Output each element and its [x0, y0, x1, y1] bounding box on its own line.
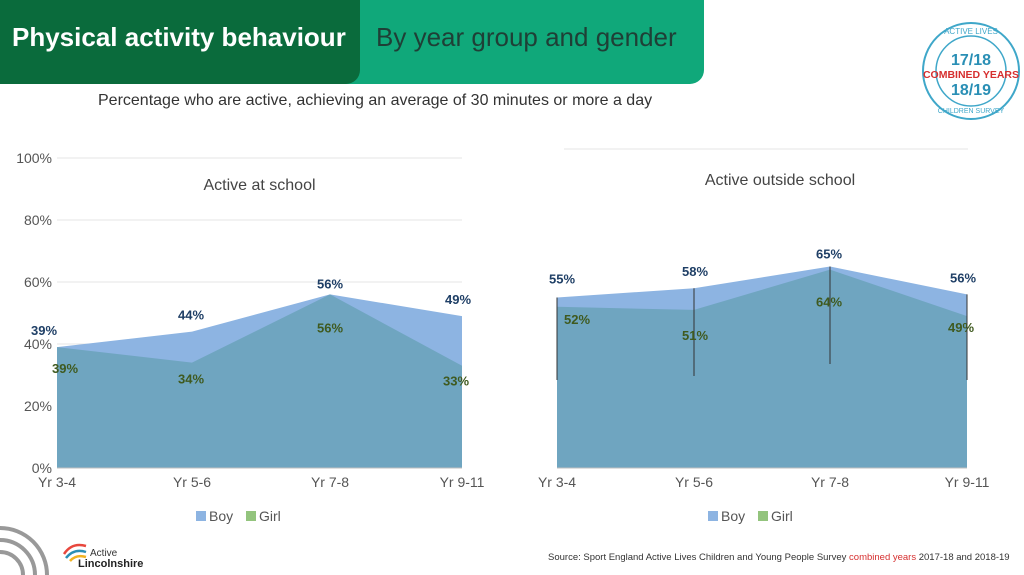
- header-subtitle: By year group and gender: [376, 22, 677, 52]
- logo-swoosh-icon: [62, 543, 87, 562]
- x-tick-label: Yr 9-11: [440, 474, 485, 490]
- y-tick-label: 40%: [24, 336, 52, 352]
- legend-swatch-boy: [196, 511, 206, 521]
- source-note: Source: Sport England Active Lives Child…: [548, 552, 1010, 563]
- chart-active-outside-school: Yr 3-4 Yr 5-6 Yr 7-8 Yr 9-11 Active outside …: [538, 148, 990, 524]
- y-tick-label: 0%: [32, 460, 52, 476]
- logo-line1: Active: [90, 548, 118, 559]
- data-label-boy: 49%: [445, 292, 471, 307]
- area-girl: [557, 269, 967, 468]
- source-highlight: combined years: [849, 552, 917, 563]
- header-subtitle-panel: [340, 0, 704, 84]
- data-label-boy: 65%: [816, 247, 842, 262]
- data-label-boy: 55%: [549, 272, 575, 287]
- data-label-boy: 39%: [31, 323, 57, 338]
- legend-label-girl: Girl: [259, 508, 281, 524]
- y-tick-label: 20%: [24, 398, 52, 414]
- data-label-boy: 56%: [317, 276, 343, 291]
- decorative-arcs-icon: [0, 526, 49, 575]
- legend-label-girl: Girl: [771, 508, 793, 524]
- badge-bottom-text: CHILDREN SURVEY: [938, 108, 1005, 115]
- x-tick-label: Yr 9-11: [945, 474, 990, 490]
- page-subtitle: Percentage who are active, achieving an …: [98, 92, 653, 109]
- active-lincolnshire-logo: Active Lincolnshire: [62, 538, 162, 572]
- y-tick-label: 100%: [16, 150, 52, 166]
- y-tick-label: 60%: [24, 274, 52, 290]
- data-label-girl: 51%: [682, 328, 708, 343]
- badge-top-text: ACTIVE LIVES: [944, 27, 998, 36]
- x-tick-label: Yr 7-8: [811, 474, 849, 490]
- x-tick-label: Yr 7-8: [311, 474, 349, 490]
- legend-swatch-boy: [708, 511, 718, 521]
- x-tick-label: Yr 3-4: [38, 474, 76, 490]
- legend-swatch-girl: [758, 511, 768, 521]
- y-tick-label: 80%: [24, 212, 52, 228]
- x-tick-label: Yr 3-4: [538, 474, 576, 490]
- header-title-panel: Physical activity behaviour: [0, 0, 360, 84]
- x-tick-label: Yr 5-6: [675, 474, 713, 490]
- source-prefix: Source: Sport England Active Lives Child…: [548, 552, 850, 563]
- logo-line2: Lincolnshire: [78, 558, 144, 570]
- source-suffix: 2017-18 and 2018-19: [916, 552, 1010, 563]
- legend-label-boy: Boy: [209, 508, 233, 524]
- legend-label-boy: Boy: [721, 508, 745, 524]
- legend-swatch-girl: [246, 511, 256, 521]
- data-label-girl: 39%: [52, 361, 78, 376]
- badge-year2: 18/19: [951, 82, 991, 99]
- badge-middle: COMBINED YEARS: [923, 69, 1019, 81]
- chart-title: Active at school: [203, 177, 315, 194]
- data-label-girl: 52%: [564, 312, 590, 327]
- area-girl: [57, 294, 462, 468]
- badge-year1: 17/18: [951, 52, 991, 69]
- chart-active-at-school: Yr 3-4 Yr 5-6 Yr 7-8 Yr 9-11 0% 20% 40% 60% 80% 1…: [16, 150, 484, 524]
- data-label-girl: 56%: [317, 320, 343, 335]
- data-label-girl: 33%: [443, 374, 469, 389]
- x-tick-label: Yr 5-6: [173, 474, 211, 490]
- data-label-boy: 56%: [950, 270, 976, 285]
- active-lives-badge: ACTIVE LIVES 17/18 COMBINED YEARS 18/19 …: [922, 22, 1020, 120]
- data-label-boy: 44%: [178, 308, 204, 323]
- data-label-girl: 64%: [816, 295, 842, 310]
- data-label-boy: 58%: [682, 264, 708, 279]
- chart-title: Active outside school: [705, 172, 855, 189]
- header-title: Physical activity behaviour: [12, 22, 346, 52]
- data-label-girl: 49%: [948, 320, 974, 335]
- data-label-girl: 34%: [178, 372, 204, 387]
